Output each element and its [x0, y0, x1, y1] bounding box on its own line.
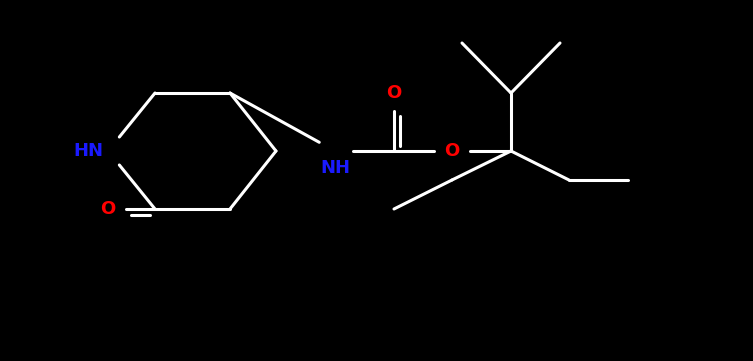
Text: O: O: [100, 200, 116, 218]
Text: HN: HN: [73, 142, 103, 160]
Text: O: O: [444, 142, 459, 160]
Text: O: O: [386, 84, 401, 102]
Text: NH: NH: [320, 159, 350, 177]
